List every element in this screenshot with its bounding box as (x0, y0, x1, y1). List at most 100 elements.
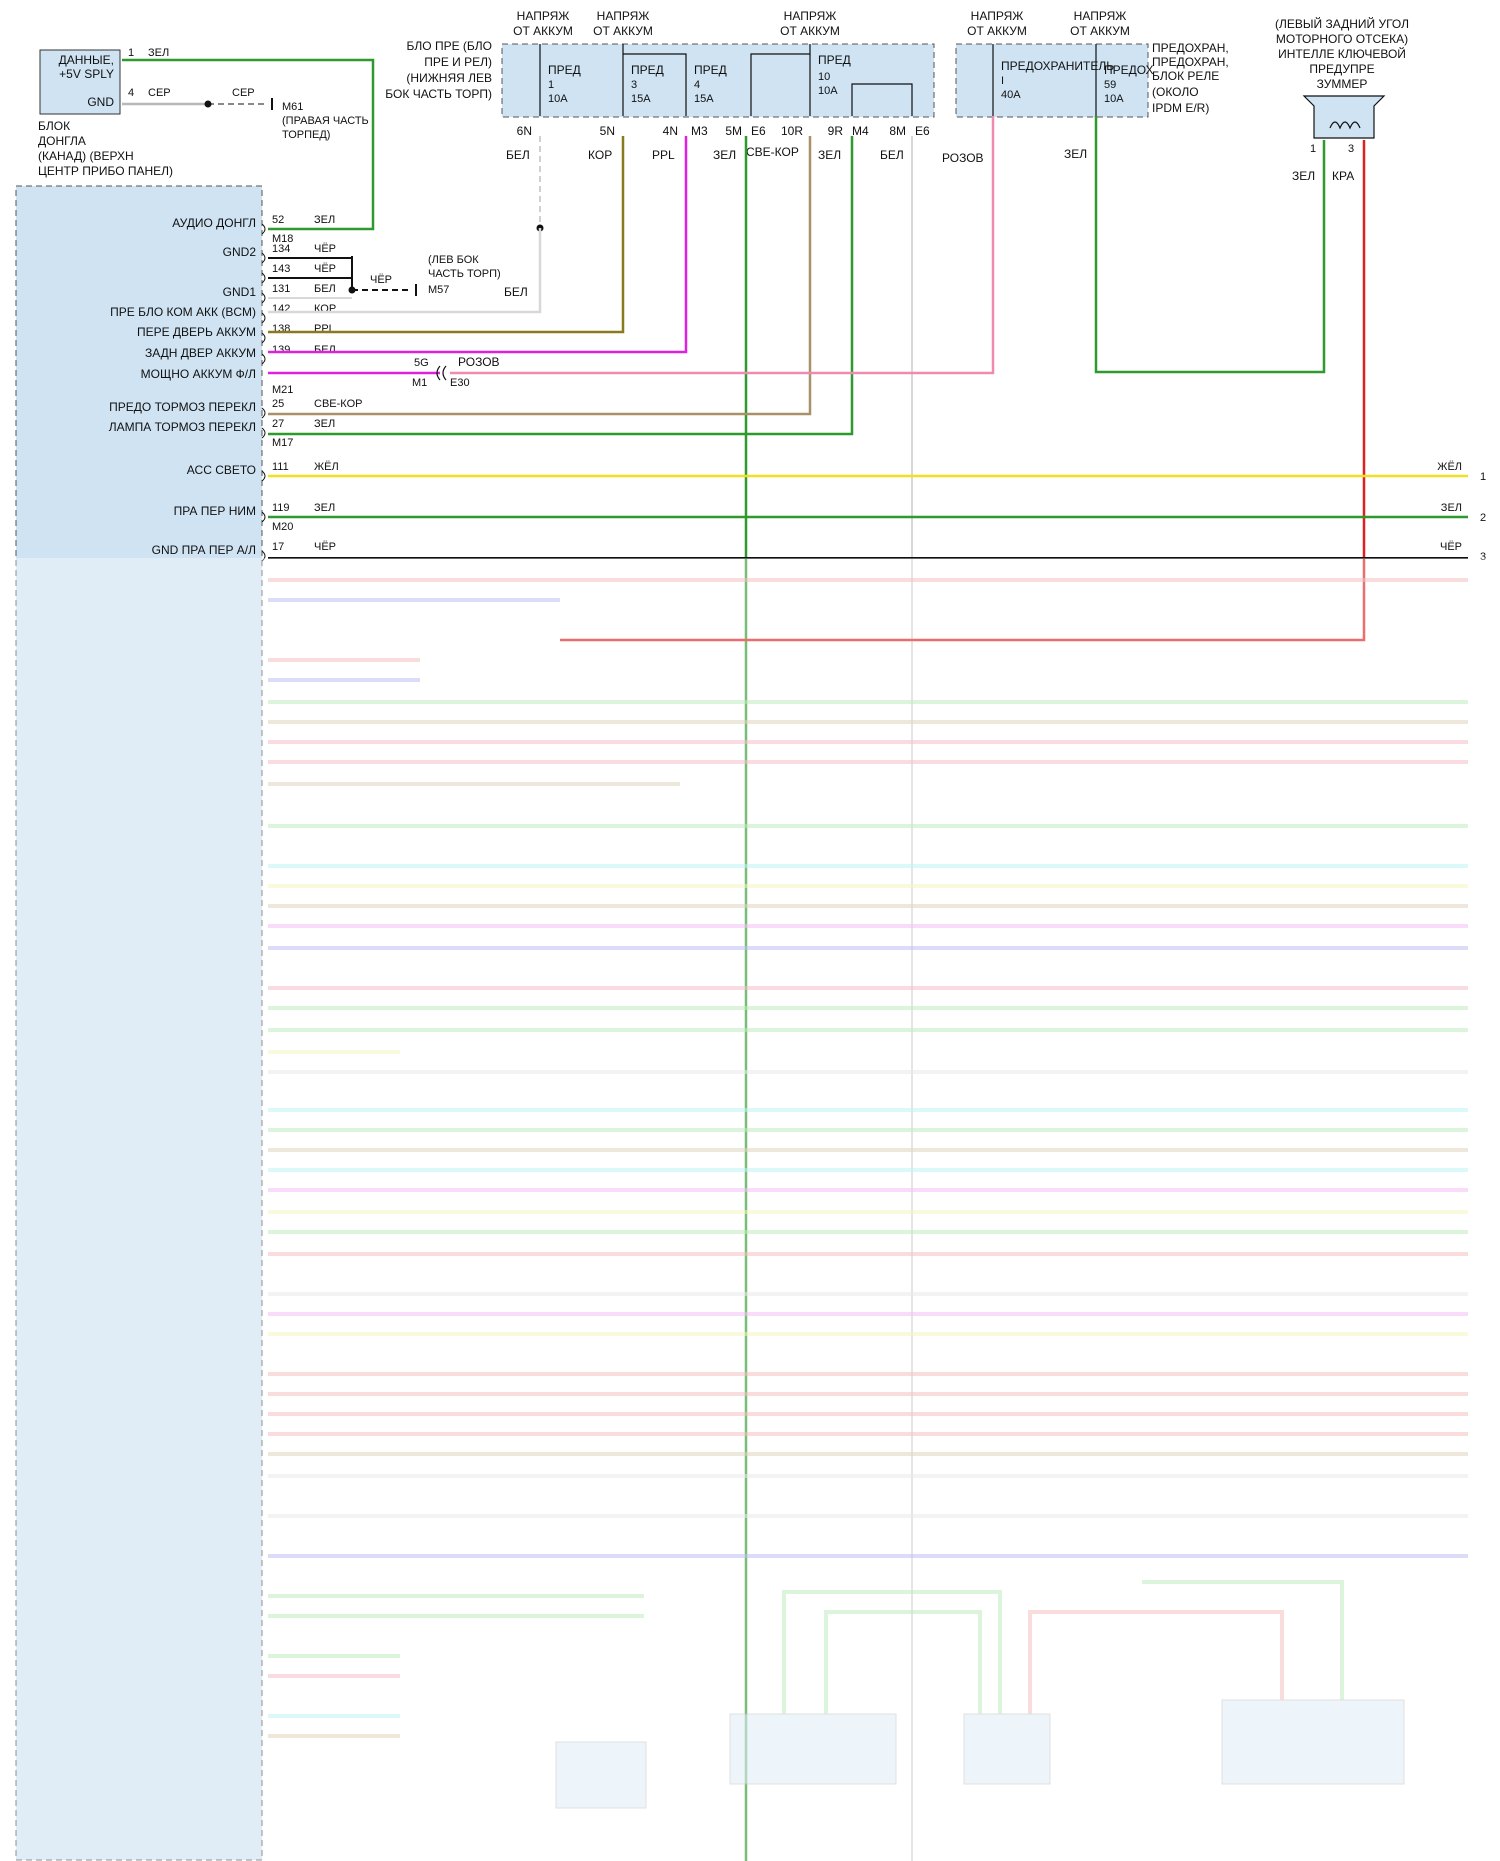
dongle-pin4: 4 (128, 87, 134, 99)
dongle-pin1-color: ЗЕЛ (148, 47, 169, 59)
bcm-row-right-pin: 2 (1480, 512, 1486, 524)
conn-m3: M3 (691, 124, 708, 138)
dongle-box (39, 49, 121, 115)
fuse-block-title-1: БЛО ПРЕ (БЛО (407, 39, 492, 53)
bcm-pin-terminal (261, 312, 266, 324)
bcm-row-pin: 131 (272, 283, 290, 295)
fuse-4-wire: СВЕ-КОР (746, 145, 799, 159)
dongle-ground-id: M61 (282, 101, 303, 113)
bcm-row-wire: ЗЕЛ (314, 502, 335, 514)
fuse-2-wire: КОР (588, 148, 612, 162)
fuse-3-pin: 4N (663, 124, 678, 138)
dongle-ground-loc-1: (ПРАВАЯ ЧАСТЬ (282, 115, 369, 127)
buzzer-wire1: ЗЕЛ (1292, 169, 1315, 183)
fuse-1-wire: БЕЛ (506, 148, 530, 162)
bcm-pin-terminal (261, 511, 266, 523)
bcm-pin-terminal (261, 550, 266, 562)
bcm-row-label: GND ПРА ПЕР А/Л (152, 543, 256, 557)
bcm-row-wire: ЧЁР (314, 263, 336, 275)
bcm-pin-terminal (261, 272, 266, 284)
buzzer-title-2: МОТОРНОГО ОТСЕКА) (1276, 32, 1408, 46)
bcm-row-right-wire: ЖЁЛ (1437, 461, 1462, 473)
ipdm-supply-1-line1: НАПРЯЖ (971, 9, 1024, 23)
gnd-splice-loc-1: (ЛЕВ БОК (428, 254, 479, 266)
lower-section-wires (268, 578, 1468, 1809)
bcm-pin-terminal (261, 407, 266, 419)
bcm-row-wire: ЗЕЛ (314, 418, 335, 430)
inline-conn-right: E30 (450, 377, 470, 389)
dongle-title-4: ЦЕНТР ПРИБО ПАНЕЛ) (38, 164, 173, 178)
fuse-2-num: 3 (631, 79, 637, 91)
pin-8m: 8M (889, 124, 906, 138)
ipdm-fuse-a-wire: РОЗОВ (942, 151, 984, 165)
blur-overlay (0, 558, 1500, 1861)
bcm-row-label: ПЕРЕ ДВЕРЬ АККУМ (137, 325, 256, 339)
splice-dot (204, 100, 212, 108)
ipdm-title-4: (ОКОЛО (1152, 85, 1199, 99)
fuse-2-pin: 5N (600, 124, 615, 138)
buzzer-title-5: ЗУММЕР (1317, 77, 1368, 91)
wire-fuse3-brown (268, 136, 625, 334)
bcm-row-pin: 143 (272, 263, 290, 275)
wire-5m: ЗЕЛ (713, 148, 736, 162)
bcm-row-pin: 111 (272, 461, 289, 473)
wire-8m: БЕЛ (880, 148, 904, 162)
supply-2-line1: НАПРЯЖ (597, 9, 650, 23)
bcm-pin-terminal (261, 292, 266, 304)
dongle-data-label: ДАННЫЕ, (59, 53, 114, 67)
bcm-row-pin: 25 (272, 398, 284, 410)
bcm-pin-terminal (261, 252, 266, 264)
dongle-module: ДАННЫЕ, +5V SPLY GND БЛОК ДОНГЛА (КАНАД)… (38, 47, 369, 178)
bcm-row-label: ЛАМПА ТОРМОЗ ПЕРЕКЛ (109, 420, 256, 434)
fuse-block-box (501, 43, 935, 118)
dongle-ground-color: СЕР (232, 87, 255, 99)
fuse-3-label: ПРЕД (694, 63, 727, 77)
ipdm-box (955, 43, 1149, 118)
bcm-row-label: ПРЕ БЛО КОМ АКК (BCM) (110, 305, 256, 319)
gnd-splice-wire: ЧЁР (370, 274, 392, 286)
fuse-block-title-4: БОК ЧАСТЬ ТОРП) (385, 87, 492, 101)
bcm-row-wire: СВЕ-КОР (314, 398, 362, 410)
dongle-title-1: БЛОК (38, 119, 70, 133)
bcm-row-wire: ЧЁР (314, 243, 336, 255)
gnd-splice-white-label: БЕЛ (504, 285, 528, 299)
bcm-row-right-pin: 1 (1480, 471, 1486, 483)
bcm-row-label: GND2 (223, 245, 257, 259)
buzzer-pin1: 1 (1310, 143, 1316, 155)
bcm-row-wire: БЕЛ (314, 344, 336, 356)
fuse-4-label: ПРЕД (818, 53, 851, 67)
bcm-row-pin: 52 (272, 214, 284, 226)
wire-fuse4-purple (268, 136, 688, 354)
bcm-row-label: ЗАДН ДВЕР АККУМ (145, 346, 256, 360)
ipdm-supply-1-line2: ОТ АККУМ (967, 24, 1027, 38)
ipdm-title-5: IPDM E/R) (1152, 101, 1209, 115)
bcm-row-label: АСС СВЕТО (187, 463, 256, 477)
fuse-1-num: 1 (548, 79, 554, 91)
dongle-pin4-color: СЕР (148, 87, 171, 99)
fuse-block-title-2: ПРЕ И РЕЛ) (424, 55, 492, 69)
wire-10r-tan (268, 136, 812, 416)
gnd-splice-id: M57 (428, 284, 449, 296)
ipdm-supply-2-line2: ОТ АККУМ (1070, 24, 1130, 38)
fuse-bus-2 (622, 44, 687, 116)
dongle-ground-loc-2: ТОРПЕД) (282, 129, 330, 141)
fuse-bus-4 (750, 44, 811, 116)
bcm-row-wire: ЖЁЛ (314, 461, 339, 473)
ipdm-fuse-a-num: I (1001, 75, 1004, 87)
bcm-pin-terminal (261, 427, 266, 439)
bcm-pin-terminal (261, 332, 266, 344)
ipdm-title-1: ПРЕДОХРАН, (1152, 41, 1229, 55)
pin-5m: 5M (725, 124, 742, 138)
ipdm-fuse-b-amp: 10A (1104, 93, 1124, 105)
ipdm-fuse-a-amp: 40A (1001, 89, 1021, 101)
bcm-row-connector: M20 (272, 521, 293, 533)
inline-connector-symbol (436, 365, 447, 381)
fuse-1-amp: 10A (548, 93, 568, 105)
ipdm-fuse-b-num: 59 (1104, 79, 1116, 91)
fuse-4-num: 10 (818, 71, 830, 83)
inline-conn-left: M1 (412, 377, 427, 389)
wire-fuse1-white (268, 228, 542, 314)
supply-2-line2: ОТ АККУМ (593, 24, 653, 38)
wire-ipdm-green-buzzer (1094, 116, 1326, 374)
bcm-row-label: МОЩНО АККУМ Ф/Л (141, 367, 256, 381)
